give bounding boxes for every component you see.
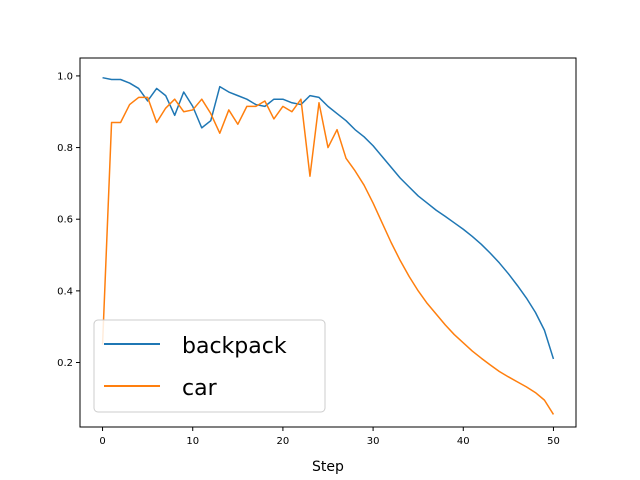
- series-layer: [101, 76, 555, 415]
- x-tick-label: 20: [277, 436, 290, 447]
- x-tick-label: 50: [547, 436, 560, 447]
- x-axis: 0 10 20 30 40 50: [99, 427, 560, 447]
- y-axis: 0.2 0.4 0.6 0.8 1.0: [57, 71, 80, 369]
- x-tick-label: 0: [99, 436, 105, 447]
- x-axis-label: Step: [312, 459, 344, 475]
- y-tick-label: 1.0: [57, 71, 73, 82]
- series-line-backpack: [102, 76, 555, 360]
- legend-label-backpack: backpack: [182, 334, 287, 359]
- y-tick-label: 0.6: [57, 215, 73, 226]
- plot-frame: [79, 57, 577, 428]
- x-tick-label: 40: [457, 436, 470, 447]
- x-tick-label: 10: [186, 436, 199, 447]
- x-tick-label: 30: [367, 436, 380, 447]
- y-tick-label: 0.8: [57, 143, 73, 154]
- series-line-car: [101, 96, 555, 415]
- legend: backpack car: [93, 319, 326, 413]
- y-tick-label: 0.4: [57, 286, 73, 297]
- y-tick-label: 0.2: [57, 358, 73, 369]
- legend-label-car: car: [182, 376, 218, 401]
